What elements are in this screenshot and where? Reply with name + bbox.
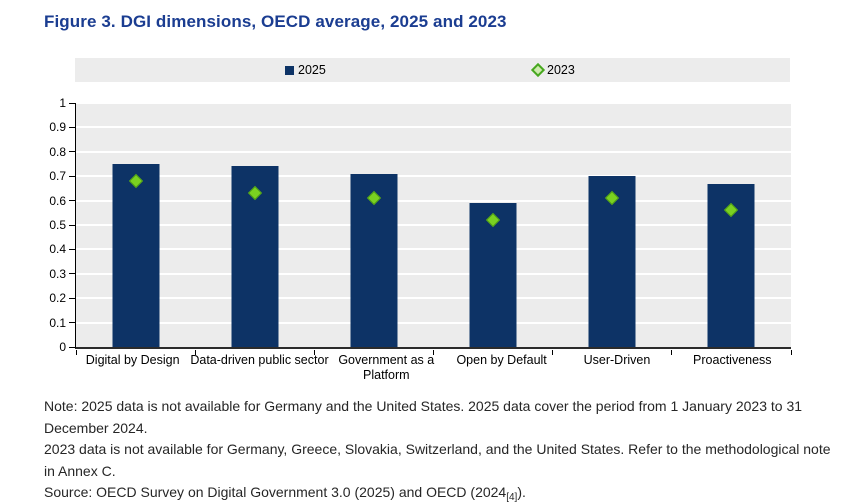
note-line-1: Note: 2025 data is not available for Ger… [44, 398, 803, 436]
bar-2025-0 [112, 164, 160, 347]
legend-entry-2025: 2025 [285, 58, 326, 82]
y-tick-1 [69, 102, 75, 104]
source-text: Source: OECD Survey on Digital Governmen… [44, 484, 507, 500]
y-tick-label-0.2: 0.2 [49, 291, 66, 306]
y-tick-label-1: 1 [59, 96, 66, 110]
y-tick-label-0.6: 0.6 [49, 193, 66, 208]
gridline-0.5 [76, 224, 791, 226]
y-tick-0.9 [69, 126, 75, 128]
x-tick-0 [75, 350, 77, 355]
bar-slots [76, 103, 791, 347]
source-citation-subscript: [4] [506, 492, 518, 502]
y-tick-label-0.5: 0.5 [49, 218, 66, 232]
legend-entry-2023: 2023 [530, 58, 575, 82]
x-tick-4 [552, 350, 554, 355]
x-label-3: Open by Default [444, 353, 559, 383]
x-label-line: Proactiveness [693, 353, 772, 367]
diamond-icon [530, 62, 546, 78]
x-label-line: User-Driven [583, 353, 651, 367]
y-tick-0.7 [69, 175, 75, 177]
gridline-0.3 [76, 272, 791, 275]
plot-area [69, 102, 792, 355]
x-tick-1 [194, 350, 196, 355]
y-tick-label-0.4: 0.4 [49, 242, 66, 257]
source-suffix: ). [517, 484, 526, 500]
gridline-0.8 [76, 150, 791, 153]
y-tick-label-0.8: 0.8 [49, 144, 66, 159]
y-tick-0.2 [69, 297, 75, 299]
y-tick-label-0: 0 [59, 340, 66, 354]
y-tick-0.5 [69, 224, 75, 226]
category-slot-3 [434, 103, 553, 347]
x-axis-labels: Digital by Design Data-driven public sect… [75, 353, 790, 383]
y-tick-0.6 [69, 200, 75, 202]
y-tick-0.1 [69, 322, 75, 324]
y-axis-labels: 0 0.1 0.2 0.3 0.4 0.5 0.6 0.7 0.8 0.9 1 [28, 96, 66, 354]
y-tick-label-0.1: 0.1 [49, 315, 66, 330]
note-line-2: 2023 data is not available for Germany, … [44, 441, 831, 479]
gridline-1 [76, 102, 791, 104]
legend-label-2023: 2023 [547, 63, 575, 77]
bar-2025-3 [469, 203, 517, 347]
category-slot-1 [195, 103, 314, 347]
x-label-1: Data-driven public sector [190, 353, 328, 383]
category-slot-2 [314, 103, 433, 347]
x-tick-5 [671, 350, 673, 355]
x-label-2: Government as a Platform [329, 353, 444, 383]
category-slot-0 [76, 103, 195, 347]
x-label-0: Digital by Design [75, 353, 190, 383]
gridline-0.7 [76, 175, 791, 178]
square-icon [285, 65, 294, 75]
x-tick-2 [313, 350, 315, 355]
y-tick-label-0.9: 0.9 [49, 120, 66, 135]
chart-legend: 2025 2023 [75, 58, 790, 82]
x-label-line: Digital by Design [85, 353, 180, 367]
category-slot-5 [672, 103, 791, 347]
y-tick-0 [69, 346, 75, 348]
x-label-line: Government as a [338, 353, 435, 367]
gridline-0.4 [76, 248, 791, 251]
gridline-0.1 [76, 321, 791, 324]
x-label-line: Open by Default [456, 353, 547, 367]
x-label-line: Data-driven public sector [190, 353, 329, 367]
gridline-0.2 [76, 297, 791, 300]
y-tick-0.3 [69, 273, 75, 275]
gridline-0.9 [76, 126, 791, 129]
x-tick-3 [433, 350, 434, 355]
y-tick-0.4 [69, 248, 75, 250]
x-label-5: Proactiveness [675, 353, 790, 383]
y-tick-0.8 [69, 151, 75, 153]
figure-notes: Note: 2025 data is not available for Ger… [44, 396, 844, 502]
legend-label-2025: 2025 [298, 63, 326, 77]
category-slot-4 [553, 103, 672, 347]
y-tick-label-0.3: 0.3 [49, 266, 66, 281]
y-tick-label-0.7: 0.7 [49, 169, 66, 184]
figure-title: Figure 3. DGI dimensions, OECD average, … [44, 12, 507, 31]
x-tick-6 [790, 350, 792, 355]
x-label-4: User-Driven [559, 353, 674, 383]
source-line: Source: OECD Survey on Digital Governmen… [44, 482, 844, 502]
x-label-line: Platform [363, 368, 410, 382]
gridline-0.6 [76, 199, 791, 202]
